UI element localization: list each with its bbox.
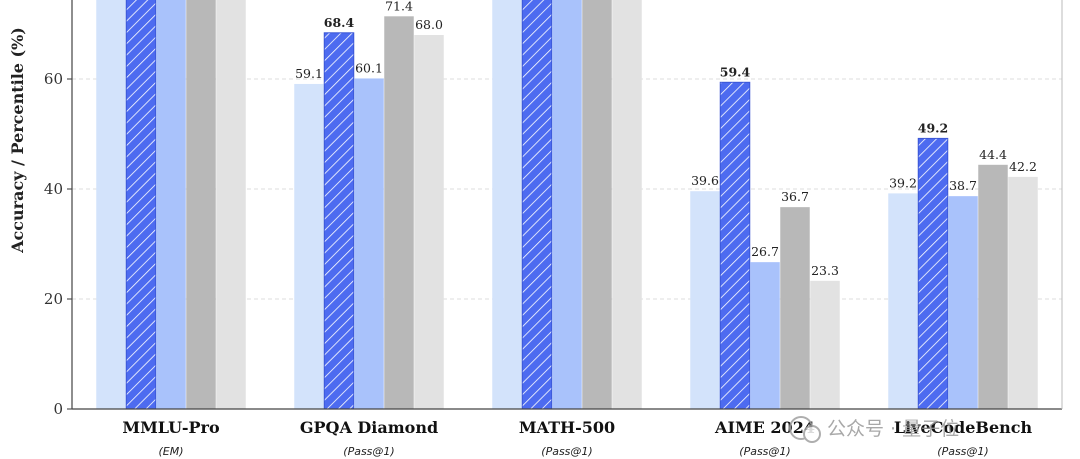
- data-label: 26.7: [751, 244, 779, 259]
- bar: [354, 78, 384, 409]
- data-label: 23.3: [811, 263, 839, 278]
- data-label: 44.4: [979, 147, 1007, 162]
- y-tick-label: 40: [44, 180, 63, 198]
- category-metric: (EM): [158, 445, 183, 458]
- bar: [612, 0, 642, 409]
- watermark-text: 公众号 · 量子位: [827, 418, 959, 440]
- bar: [521, 0, 553, 410]
- category-label: MATH-500: [519, 418, 615, 437]
- bar: [719, 81, 751, 410]
- bar: [780, 207, 810, 409]
- category-metric: (Pass@1): [343, 445, 394, 458]
- watermark: 公众号 · 量子位: [789, 416, 959, 443]
- bar: [690, 191, 720, 409]
- data-label: 38.7: [949, 178, 977, 193]
- data-label: 68.4: [324, 15, 355, 30]
- bars: [96, 0, 1038, 410]
- bar: [323, 32, 355, 410]
- category-metric: (Pass@1): [541, 445, 592, 458]
- category-label: MMLU-Pro: [122, 418, 220, 437]
- data-labels: 59.1 68.4 60.1 71.468.0 39.6 59.4 26.7 36.7 23.3…: [295, 0, 1037, 278]
- data-label: 39.2: [889, 175, 917, 190]
- bar: [216, 0, 246, 409]
- bar: [96, 0, 126, 409]
- bar: [978, 164, 1008, 409]
- bar: [888, 193, 918, 409]
- data-label: 36.7: [781, 189, 809, 204]
- data-label: 71.4: [385, 0, 413, 13]
- data-label: 59.1: [295, 66, 323, 81]
- data-label: 60.1: [355, 60, 383, 75]
- data-label: 42.2: [1009, 159, 1037, 174]
- bar: [156, 0, 186, 409]
- category-label: LiveCodeBench: [894, 418, 1033, 437]
- data-label: 49.2: [918, 120, 948, 135]
- bar: [186, 0, 216, 409]
- bar: [384, 16, 414, 410]
- y-tick-label: 20: [44, 290, 63, 308]
- bar: [750, 262, 780, 409]
- data-label: 68.0: [415, 17, 443, 32]
- axes: 0 20 40 60 MMLU-Pro (EM) GPQA Diamond (Pass@1) M…: [44, 0, 1063, 458]
- category-label: AIME 2024: [714, 418, 815, 437]
- wechat-logo-icon-inner: [803, 425, 821, 443]
- data-label: 39.6: [691, 173, 719, 188]
- bar: [552, 0, 582, 409]
- bar: [492, 0, 522, 409]
- category-label: GPQA Diamond: [300, 418, 438, 437]
- bar: [948, 196, 978, 409]
- y-axis-label: Accuracy / Percentile (%): [8, 27, 27, 254]
- category-metric: (Pass@1): [937, 445, 988, 458]
- bar: [294, 83, 324, 409]
- bar: [1008, 176, 1038, 409]
- bar: [917, 137, 949, 410]
- bar: [125, 0, 157, 410]
- bar: [810, 280, 840, 409]
- bar: [582, 0, 612, 409]
- category-metric: (Pass@1): [739, 445, 790, 458]
- bar: [414, 35, 444, 409]
- y-tick-label: 60: [44, 70, 63, 88]
- data-label: 59.4: [720, 64, 751, 79]
- y-tick-label: 0: [53, 400, 63, 418]
